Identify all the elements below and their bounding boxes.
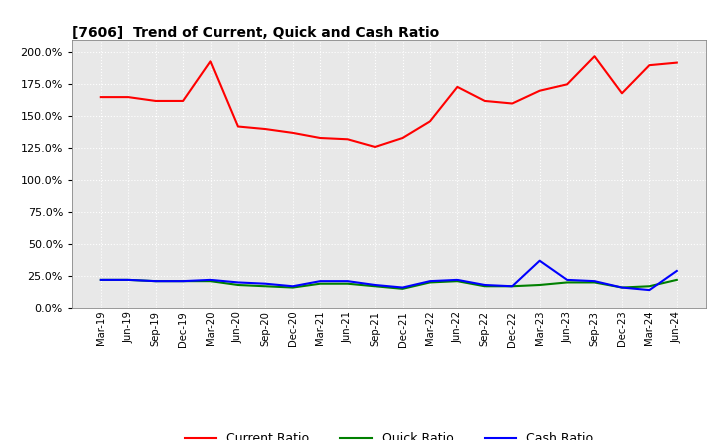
- Quick Ratio: [508, 284, 516, 289]
- Cash Ratio: [590, 279, 599, 284]
- Cash Ratio: [124, 277, 132, 282]
- Quick Ratio: [343, 281, 352, 286]
- Cash Ratio: [371, 282, 379, 288]
- Current Ratio: [261, 126, 270, 132]
- Cash Ratio: [426, 279, 434, 284]
- Quick Ratio: [179, 279, 187, 284]
- Quick Ratio: [233, 282, 242, 288]
- Current Ratio: [233, 124, 242, 129]
- Text: [7606]  Trend of Current, Quick and Cash Ratio: [7606] Trend of Current, Quick and Cash …: [72, 26, 439, 40]
- Current Ratio: [206, 59, 215, 64]
- Quick Ratio: [206, 279, 215, 284]
- Quick Ratio: [590, 280, 599, 285]
- Current Ratio: [179, 98, 187, 103]
- Current Ratio: [590, 54, 599, 59]
- Quick Ratio: [289, 285, 297, 290]
- Quick Ratio: [672, 277, 681, 282]
- Cash Ratio: [261, 281, 270, 286]
- Quick Ratio: [261, 284, 270, 289]
- Current Ratio: [618, 91, 626, 96]
- Quick Ratio: [316, 281, 325, 286]
- Current Ratio: [151, 98, 160, 103]
- Current Ratio: [508, 101, 516, 106]
- Current Ratio: [343, 137, 352, 142]
- Quick Ratio: [151, 279, 160, 284]
- Cash Ratio: [96, 277, 105, 282]
- Current Ratio: [453, 84, 462, 89]
- Line: Cash Ratio: Cash Ratio: [101, 261, 677, 290]
- Current Ratio: [398, 136, 407, 141]
- Current Ratio: [426, 119, 434, 124]
- Quick Ratio: [453, 279, 462, 284]
- Quick Ratio: [480, 284, 489, 289]
- Cash Ratio: [316, 279, 325, 284]
- Cash Ratio: [343, 279, 352, 284]
- Line: Quick Ratio: Quick Ratio: [101, 280, 677, 289]
- Quick Ratio: [536, 282, 544, 288]
- Cash Ratio: [672, 268, 681, 274]
- Quick Ratio: [426, 280, 434, 285]
- Current Ratio: [536, 88, 544, 93]
- Cash Ratio: [289, 284, 297, 289]
- Cash Ratio: [536, 258, 544, 264]
- Cash Ratio: [179, 279, 187, 284]
- Current Ratio: [480, 98, 489, 103]
- Quick Ratio: [398, 286, 407, 291]
- Quick Ratio: [618, 285, 626, 290]
- Cash Ratio: [233, 280, 242, 285]
- Cash Ratio: [453, 277, 462, 282]
- Cash Ratio: [645, 287, 654, 293]
- Cash Ratio: [508, 284, 516, 289]
- Line: Current Ratio: Current Ratio: [101, 56, 677, 147]
- Current Ratio: [124, 95, 132, 100]
- Quick Ratio: [563, 280, 572, 285]
- Current Ratio: [563, 82, 572, 87]
- Cash Ratio: [618, 285, 626, 290]
- Current Ratio: [371, 144, 379, 150]
- Quick Ratio: [645, 284, 654, 289]
- Current Ratio: [645, 62, 654, 68]
- Current Ratio: [672, 60, 681, 65]
- Quick Ratio: [124, 277, 132, 282]
- Legend: Current Ratio, Quick Ratio, Cash Ratio: Current Ratio, Quick Ratio, Cash Ratio: [180, 427, 598, 440]
- Cash Ratio: [206, 277, 215, 282]
- Cash Ratio: [398, 285, 407, 290]
- Current Ratio: [316, 136, 325, 141]
- Cash Ratio: [563, 277, 572, 282]
- Cash Ratio: [480, 282, 489, 288]
- Current Ratio: [96, 95, 105, 100]
- Quick Ratio: [96, 277, 105, 282]
- Quick Ratio: [371, 284, 379, 289]
- Cash Ratio: [151, 279, 160, 284]
- Current Ratio: [289, 130, 297, 136]
